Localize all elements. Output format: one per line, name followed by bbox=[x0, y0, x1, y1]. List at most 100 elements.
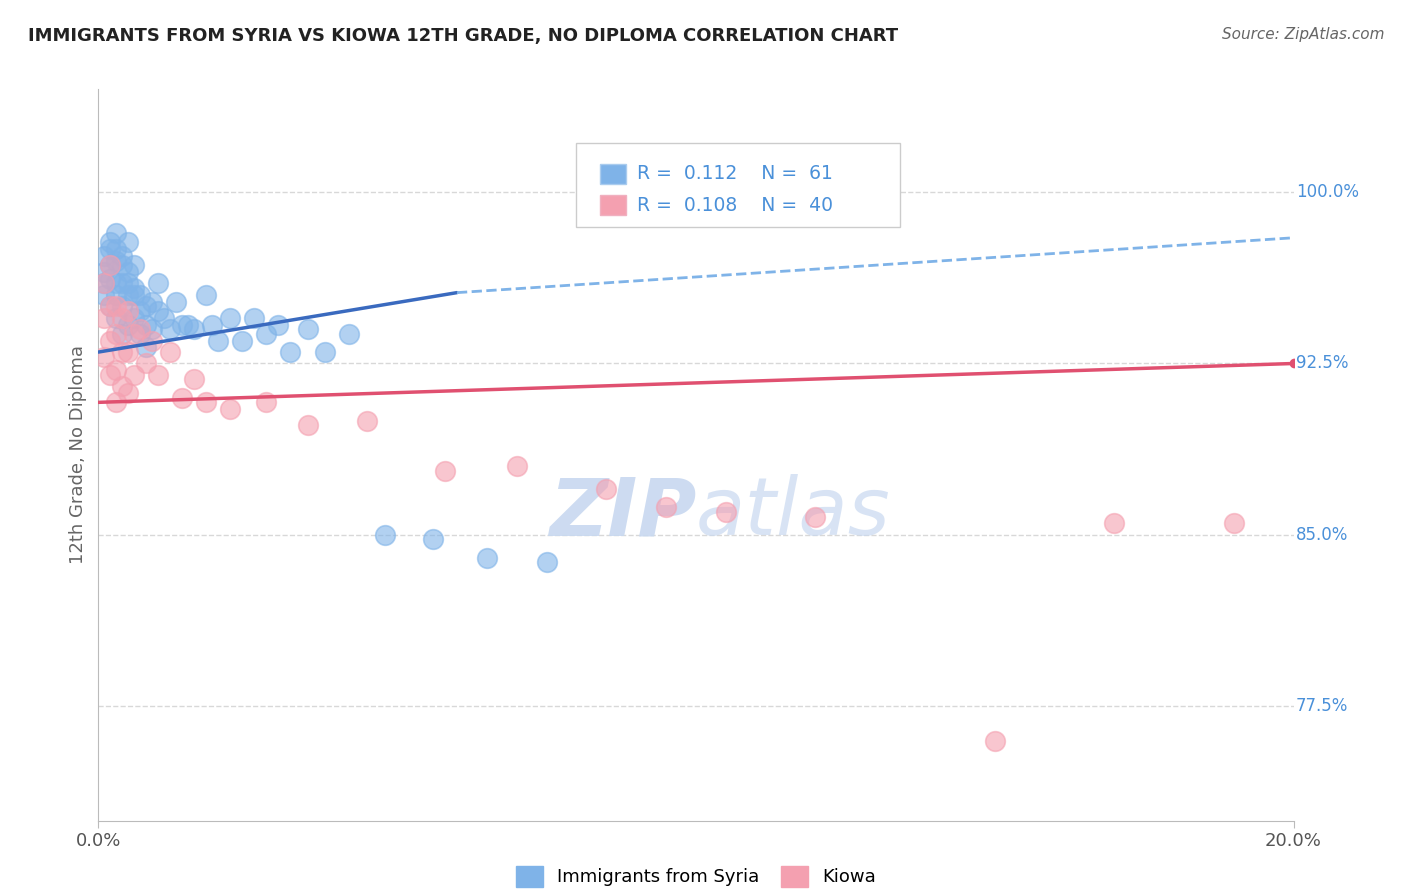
Point bbox=[98, 258, 122, 272]
Point bbox=[804, 509, 827, 524]
Point bbox=[129, 304, 152, 318]
Point bbox=[297, 322, 319, 336]
Point bbox=[219, 402, 242, 417]
Point bbox=[105, 299, 128, 313]
Point bbox=[172, 318, 194, 332]
Point bbox=[129, 288, 152, 302]
Point bbox=[117, 318, 139, 332]
Point bbox=[141, 294, 163, 309]
Point bbox=[315, 345, 337, 359]
Point bbox=[506, 459, 529, 474]
Point bbox=[105, 253, 128, 268]
Point bbox=[201, 318, 224, 332]
Point bbox=[124, 281, 146, 295]
Point bbox=[105, 288, 128, 302]
Point bbox=[105, 326, 128, 341]
Point bbox=[98, 242, 122, 256]
Point bbox=[111, 345, 134, 359]
Point bbox=[117, 386, 139, 401]
Point bbox=[374, 528, 396, 542]
Point bbox=[297, 418, 319, 433]
Text: 92.5%: 92.5% bbox=[1296, 354, 1348, 373]
Point bbox=[129, 322, 152, 336]
Point bbox=[1223, 516, 1246, 531]
Y-axis label: 12th Grade, No Diploma: 12th Grade, No Diploma bbox=[69, 345, 87, 565]
Point bbox=[135, 341, 157, 355]
Point bbox=[153, 310, 176, 325]
Point bbox=[105, 226, 128, 240]
Text: 85.0%: 85.0% bbox=[1296, 526, 1348, 544]
Point bbox=[111, 277, 134, 291]
Point bbox=[141, 334, 163, 348]
Point bbox=[98, 299, 122, 313]
Point bbox=[105, 242, 128, 256]
Point bbox=[117, 265, 139, 279]
Point bbox=[219, 310, 242, 325]
Point bbox=[98, 258, 122, 272]
Point bbox=[194, 395, 218, 409]
Point bbox=[105, 310, 128, 325]
Point bbox=[135, 357, 157, 371]
Point bbox=[207, 334, 229, 348]
Point bbox=[254, 326, 277, 341]
Point bbox=[983, 733, 1005, 747]
Text: ZIP: ZIP bbox=[548, 475, 696, 552]
Point bbox=[135, 299, 157, 313]
Point bbox=[98, 235, 122, 250]
Point bbox=[254, 395, 277, 409]
Point bbox=[159, 322, 181, 336]
Text: atlas: atlas bbox=[696, 475, 891, 552]
Point bbox=[135, 318, 157, 332]
Point bbox=[105, 277, 128, 291]
Point bbox=[267, 318, 290, 332]
Point bbox=[117, 345, 139, 359]
Point bbox=[124, 288, 146, 302]
Point bbox=[165, 294, 187, 309]
Point bbox=[434, 464, 457, 478]
Point bbox=[172, 391, 194, 405]
Point bbox=[98, 368, 122, 382]
Point bbox=[93, 277, 115, 291]
Point bbox=[117, 277, 139, 291]
Point bbox=[117, 235, 139, 250]
Point bbox=[475, 550, 498, 565]
Point bbox=[111, 379, 134, 393]
Point bbox=[98, 272, 122, 286]
Text: 100.0%: 100.0% bbox=[1296, 183, 1360, 201]
Point bbox=[111, 310, 134, 325]
Point bbox=[159, 345, 181, 359]
Point bbox=[183, 372, 205, 386]
Text: 77.5%: 77.5% bbox=[1296, 698, 1348, 715]
Point bbox=[422, 533, 444, 547]
Point bbox=[536, 555, 558, 569]
Point bbox=[93, 277, 115, 291]
Point bbox=[148, 304, 170, 318]
Point bbox=[655, 500, 678, 515]
Point bbox=[105, 395, 128, 409]
Point bbox=[111, 258, 134, 272]
Point bbox=[111, 249, 134, 263]
Point bbox=[141, 322, 163, 336]
Point bbox=[93, 249, 115, 263]
Point bbox=[356, 414, 378, 428]
Point bbox=[98, 334, 122, 348]
Point bbox=[194, 288, 218, 302]
Point bbox=[93, 265, 115, 279]
Point bbox=[124, 326, 146, 341]
Point bbox=[117, 288, 139, 302]
Point bbox=[278, 345, 301, 359]
Point bbox=[148, 277, 170, 291]
Text: R =  0.108    N =  40: R = 0.108 N = 40 bbox=[637, 195, 832, 215]
Point bbox=[177, 318, 200, 332]
Point bbox=[98, 299, 122, 313]
Point bbox=[93, 350, 115, 364]
Point bbox=[111, 326, 134, 341]
Point bbox=[111, 299, 134, 313]
Text: R =  0.112    N =  61: R = 0.112 N = 61 bbox=[637, 164, 832, 184]
Point bbox=[1104, 516, 1126, 531]
Point bbox=[595, 482, 617, 496]
Text: IMMIGRANTS FROM SYRIA VS KIOWA 12TH GRADE, NO DIPLOMA CORRELATION CHART: IMMIGRANTS FROM SYRIA VS KIOWA 12TH GRAD… bbox=[28, 27, 898, 45]
Point bbox=[124, 368, 146, 382]
Point bbox=[714, 505, 737, 519]
Point bbox=[124, 258, 146, 272]
